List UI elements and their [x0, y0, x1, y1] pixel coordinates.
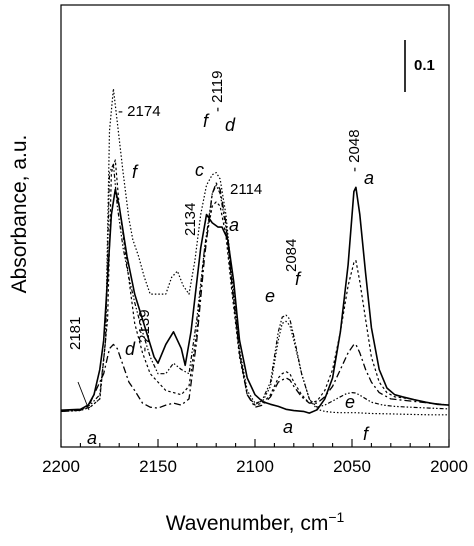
curve-letter-d: d	[125, 339, 136, 359]
x-tick-label: 2050	[333, 457, 371, 476]
curve-letter-a: a	[283, 417, 293, 437]
x-tick-label: 2150	[139, 457, 177, 476]
peak-label-2174: - 2174	[118, 103, 161, 120]
curve-letter-f: f	[132, 162, 139, 182]
spectrum-curve-a	[61, 186, 449, 414]
curve-letter-a: a	[229, 215, 239, 235]
x-tick-label: 2000	[430, 457, 468, 476]
peak-label-2139: - 2139	[136, 309, 153, 352]
spectrum-curve-f	[61, 88, 449, 416]
x-axis-title-unit-power: −1	[328, 509, 344, 525]
leader-line-2181	[77, 381, 90, 411]
curve-letter-f: f	[363, 424, 370, 444]
peak-label-2119: - 2119	[209, 71, 226, 112]
spectrum-curve-e	[61, 163, 449, 412]
peak-label-2048: - 2048	[346, 129, 363, 172]
curve-letter-f: f	[295, 269, 302, 289]
curve-letter-e: e	[345, 392, 355, 412]
x-axis-title: Wavenumber, cm−1	[166, 509, 345, 535]
curve-letter-a: a	[87, 428, 97, 448]
scale-bar-label: 0.1	[414, 57, 435, 74]
x-tick-label: 2200	[42, 457, 80, 476]
peak-label-2084: 2084	[283, 239, 300, 272]
curve-letter-f: f	[203, 111, 210, 131]
curve-letter-c: c	[195, 160, 204, 180]
peak-label-2181: 2181	[67, 317, 84, 350]
curve-letter-e: e	[265, 286, 275, 306]
x-axis-title-main: Wavenumber, cm	[166, 512, 329, 535]
curve-letter-a: a	[364, 168, 374, 188]
scale-bar: 0.1	[404, 40, 435, 92]
spectra-curves	[61, 88, 449, 416]
x-axis-ticks: 2200 2150 2100 2050 2000	[42, 439, 468, 476]
y-axis-title: Absorbance, a.u.	[8, 135, 31, 294]
x-tick-label: 2100	[236, 457, 274, 476]
peak-annotations: - 2174 - 2119 2114 2134 - 2139 2181 2084 - 2048	[67, 71, 363, 411]
peak-label-2134: 2134	[182, 203, 199, 236]
spectrum-curve-d	[61, 182, 449, 413]
curve-letter-d: d	[225, 115, 236, 135]
plot-frame	[60, 4, 450, 448]
peak-label-2114: 2114	[230, 181, 262, 198]
